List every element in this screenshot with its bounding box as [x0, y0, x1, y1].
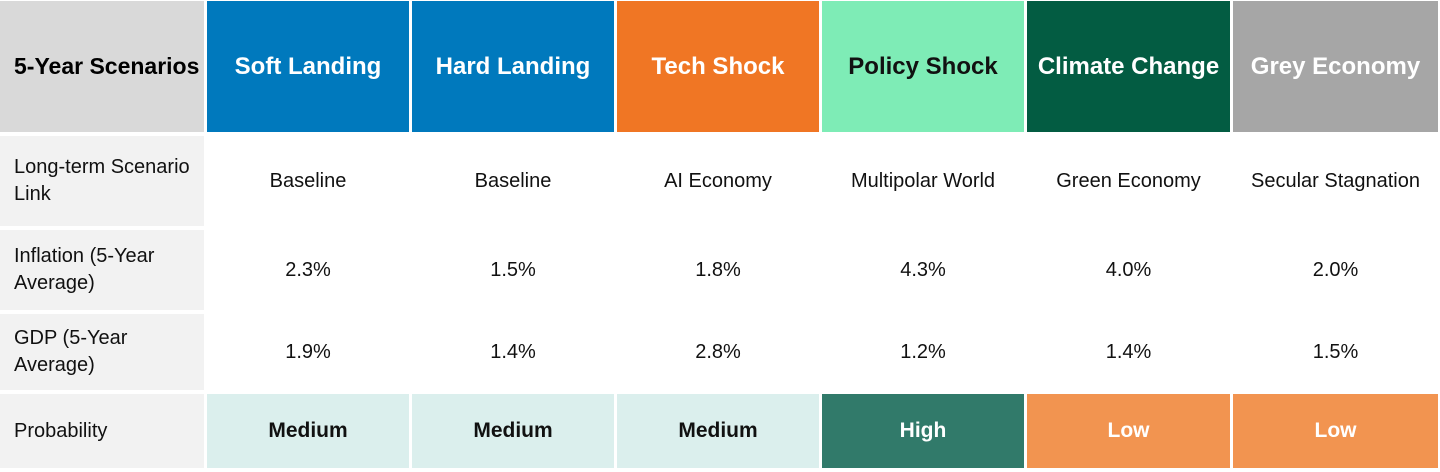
probability-cell: Medium [617, 394, 819, 468]
table-cell: Multipolar World [822, 136, 1024, 226]
table-cell: 1.4% [1027, 314, 1230, 390]
scenario-header-soft-landing: Soft Landing [207, 1, 409, 132]
probability-cell: Low [1027, 394, 1230, 468]
scenario-header-tech-shock: Tech Shock [617, 1, 819, 132]
table-cell: AI Economy [617, 136, 819, 226]
table-cell: Secular Stagnation [1233, 136, 1438, 226]
table-cell: 1.5% [412, 230, 614, 310]
table-cell: 1.5% [1233, 314, 1438, 390]
probability-cell: Medium [207, 394, 409, 468]
scenario-header-climate-change: Climate Change [1027, 1, 1230, 132]
scenario-header-grey-economy: Grey Economy [1233, 1, 1438, 132]
row-label-long-term-link: Long-term Scenario Link [0, 136, 204, 226]
row-label-gdp: GDP (5-Year Average) [0, 314, 204, 390]
corner-header: 5-Year Scenarios [0, 1, 204, 132]
probability-cell: Medium [412, 394, 614, 468]
table-cell: 2.8% [617, 314, 819, 390]
table-cell: 1.8% [617, 230, 819, 310]
table-cell: 2.3% [207, 230, 409, 310]
table-cell: 1.2% [822, 314, 1024, 390]
table-cell: 1.4% [412, 314, 614, 390]
table-cell: 2.0% [1233, 230, 1438, 310]
table-cell: Green Economy [1027, 136, 1230, 226]
probability-cell: High [822, 394, 1024, 468]
scenario-header-policy-shock: Policy Shock [822, 1, 1024, 132]
row-label-probability: Probability [0, 394, 204, 468]
table-cell: 1.9% [207, 314, 409, 390]
probability-cell: Low [1233, 394, 1438, 468]
table-cell: Baseline [207, 136, 409, 226]
table-cell: Baseline [412, 136, 614, 226]
scenario-header-hard-landing: Hard Landing [412, 1, 614, 132]
table-cell: 4.3% [822, 230, 1024, 310]
table-cell: 4.0% [1027, 230, 1230, 310]
row-label-inflation: Inflation (5-Year Average) [0, 230, 204, 310]
